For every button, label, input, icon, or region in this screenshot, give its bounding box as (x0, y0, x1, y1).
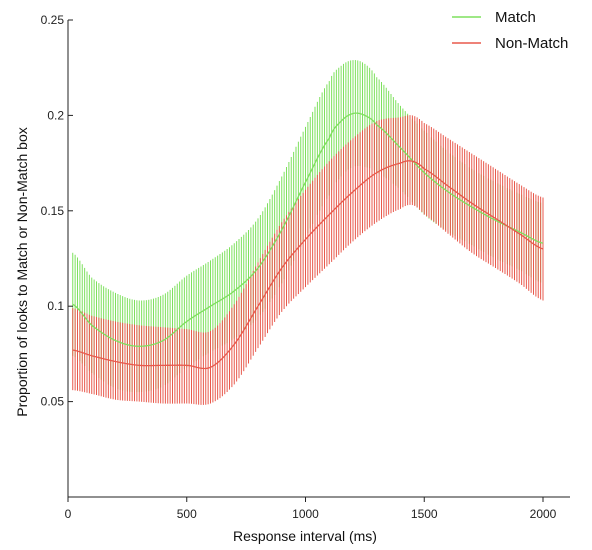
x-axis-title: Response interval (ms) (233, 528, 377, 544)
legend-label-non-match: Non-Match (495, 35, 568, 52)
x-tick-label: 500 (177, 507, 197, 521)
x-tick-label: 1000 (292, 507, 319, 521)
y-tick-label: 0.1 (47, 299, 64, 313)
y-axis-title: Proportion of looks to Match or Non-Matc… (14, 127, 30, 416)
y-tick-label: 0.2 (47, 108, 64, 122)
non-match-series-line (72, 160, 544, 370)
error-bars-layer (72, 60, 544, 405)
x-ticks-layer: 0 500 1000 1500 2000 (65, 497, 557, 521)
axes-layer (67, 20, 570, 498)
y-tick-label: 0.15 (41, 204, 65, 218)
match-series-line (72, 112, 544, 347)
y-ticks-layer: 0.05 0.1 0.15 0.2 0.25 (41, 13, 73, 409)
y-tick-label: 0.25 (41, 13, 65, 27)
x-tick-label: 2000 (530, 507, 557, 521)
x-tick-label: 1500 (411, 507, 438, 521)
x-tick-label: 0 (65, 507, 72, 521)
legend-label-match: Match (495, 9, 536, 26)
legend: Match Non-Match (452, 9, 568, 52)
y-tick-label: 0.05 (41, 395, 65, 409)
series-lines-layer (72, 112, 544, 370)
